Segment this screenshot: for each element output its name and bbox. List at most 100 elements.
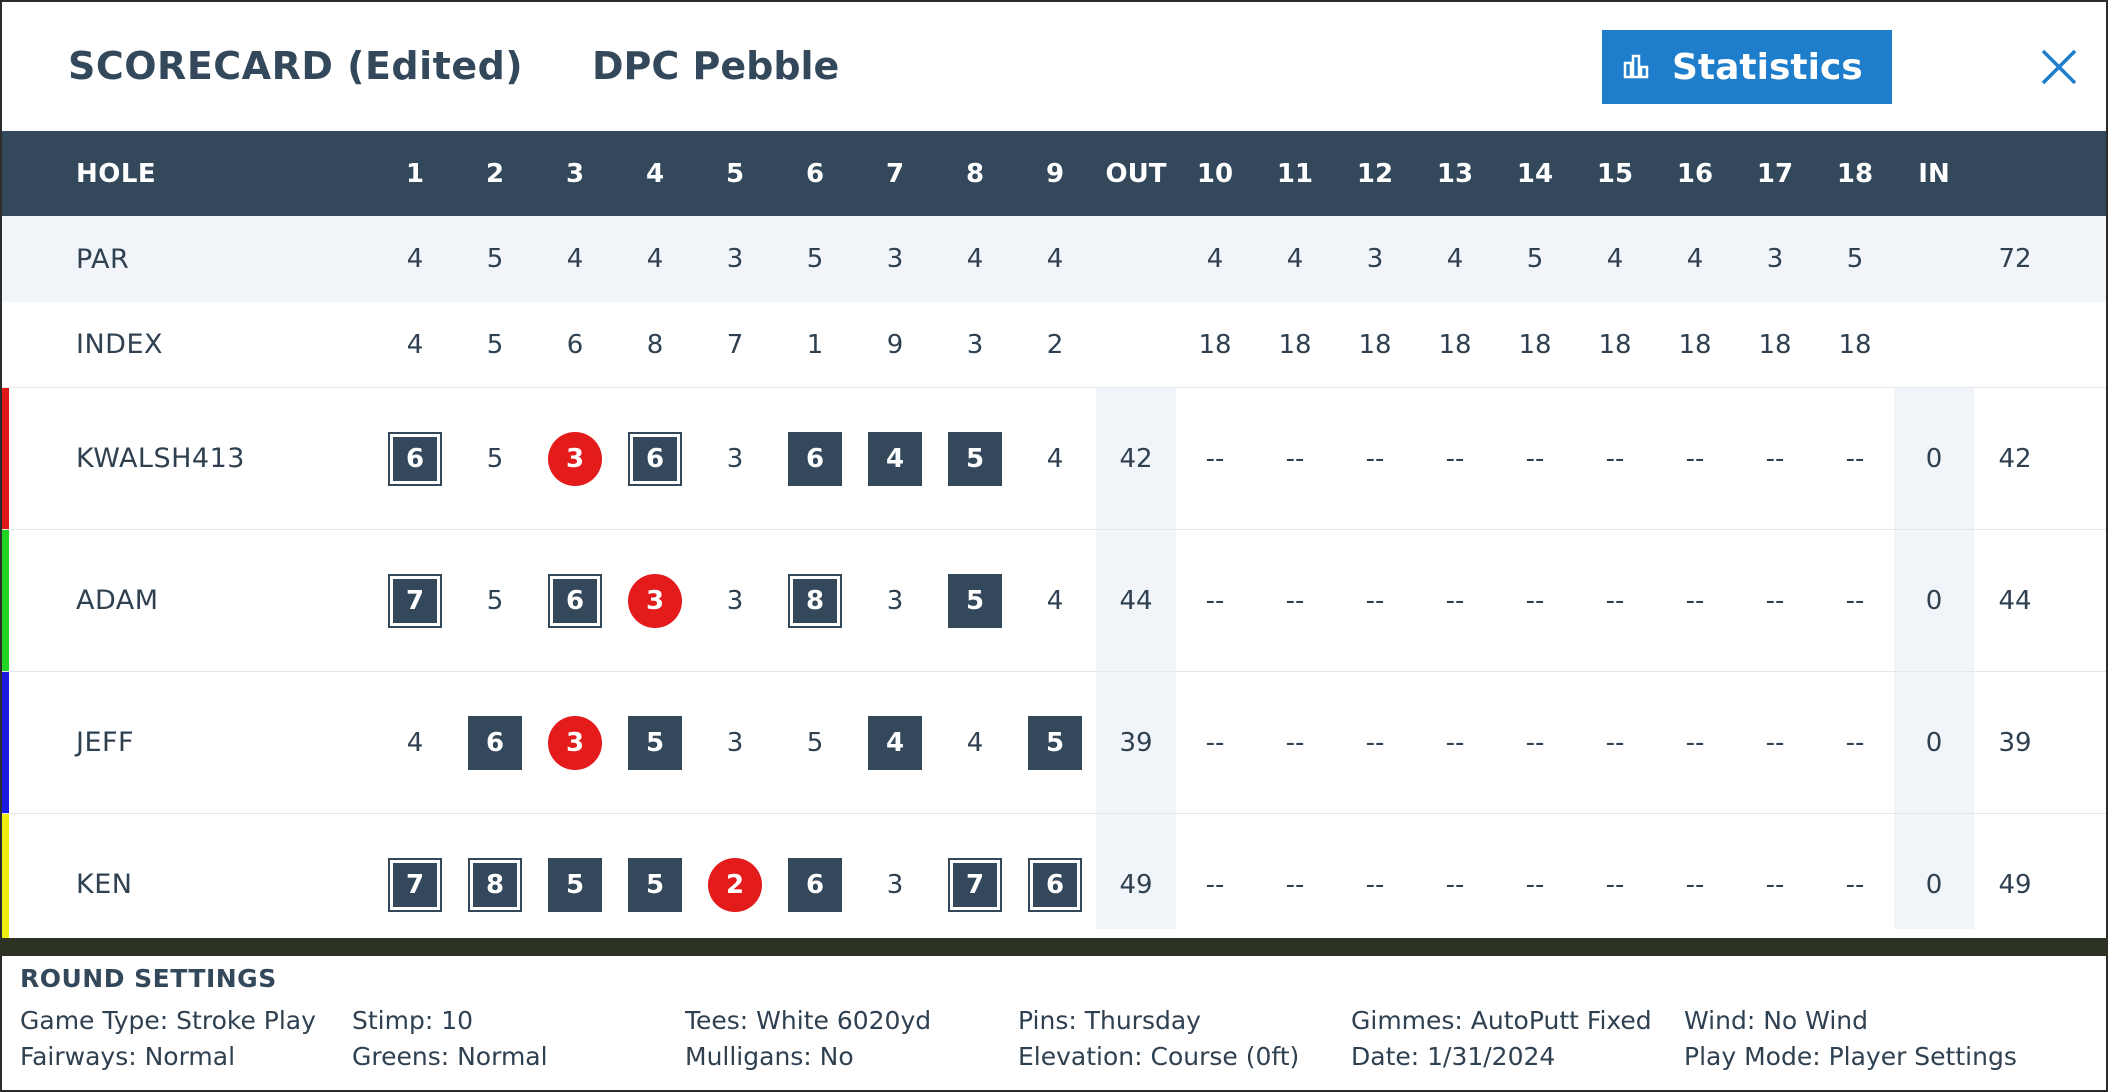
score-cell[interactable]: 5 [935,388,1015,529]
par-value: 4 [1206,244,1224,274]
score-cell[interactable]: 6 [1015,814,1095,955]
score-cell[interactable]: 0 [1894,814,1974,955]
score-cell[interactable]: 4 [935,672,1015,813]
score-cell[interactable]: -- [1415,814,1495,955]
score-cell[interactable]: 3 [695,388,775,529]
score-cell[interactable]: 6 [775,388,855,529]
index-value: 4 [406,329,424,360]
index-value: 18 [1758,329,1792,360]
score-cell[interactable]: 39 [1975,672,2055,813]
score-cell[interactable]: 3 [535,672,615,813]
score-cell[interactable]: -- [1575,530,1655,671]
score-cell[interactable]: 5 [455,388,535,529]
score-cell[interactable]: 0 [1894,388,1974,529]
index-value: 18 [1518,329,1552,360]
score-cell[interactable]: -- [1655,814,1735,955]
score-cell[interactable]: -- [1495,388,1575,529]
score-cell[interactable]: 6 [455,672,535,813]
score-value: 0 [1925,869,1943,900]
score-cell[interactable]: 5 [1015,672,1095,813]
score-cell[interactable]: 5 [535,814,615,955]
score-cell[interactable]: 49 [1975,814,2055,955]
score-cell[interactable]: -- [1815,388,1895,529]
score-cell[interactable]: 3 [855,814,935,955]
score-cell[interactable]: -- [1415,530,1495,671]
score-cell[interactable]: -- [1255,530,1335,671]
score-cell[interactable]: 7 [375,814,455,955]
score-cell[interactable]: 3 [695,672,775,813]
hole-number: 10 [1196,158,1234,189]
score-cell[interactable]: 6 [615,388,695,529]
score-cell[interactable]: 3 [855,530,935,671]
score-cell[interactable]: 44 [1975,530,2055,671]
score-cell[interactable]: 39 [1096,672,1176,813]
score-cell[interactable]: -- [1735,814,1815,955]
score-cell[interactable]: 3 [695,530,775,671]
score-cell[interactable]: 5 [615,672,695,813]
score-cell[interactable]: -- [1335,672,1415,813]
score-cell[interactable]: 7 [375,530,455,671]
score-cell[interactable]: -- [1255,814,1335,955]
score-cell[interactable]: -- [1735,530,1815,671]
close-icon[interactable] [2038,46,2080,88]
score-cell[interactable]: -- [1735,672,1815,813]
score-cell[interactable]: 5 [455,530,535,671]
score-cell[interactable]: -- [1735,388,1815,529]
score-cell[interactable]: -- [1655,672,1735,813]
score-cell[interactable]: 5 [775,672,855,813]
score-cell[interactable]: -- [1335,814,1415,955]
statistics-button[interactable]: Statistics [1602,30,1892,104]
score-cell[interactable]: 0 [1894,530,1974,671]
score-cell[interactable]: 3 [615,530,695,671]
index-value: 18 [1198,329,1232,360]
score-cell[interactable]: 7 [935,814,1015,955]
score-cell[interactable]: -- [1815,814,1895,955]
score-cell[interactable]: 5 [615,814,695,955]
score-cell[interactable]: -- [1495,672,1575,813]
score-cell[interactable]: -- [1575,672,1655,813]
score-cell[interactable]: -- [1175,814,1255,955]
score-cell[interactable]: 4 [1015,530,1095,671]
score-cell[interactable]: -- [1175,672,1255,813]
score-cell[interactable]: 5 [935,530,1015,671]
score-cell[interactable]: 3 [535,388,615,529]
score-cell[interactable]: 6 [375,388,455,529]
score-cell[interactable]: -- [1335,388,1415,529]
score-cell[interactable]: 0 [1894,672,1974,813]
score-cell[interactable]: -- [1575,814,1655,955]
score-cell[interactable]: 6 [535,530,615,671]
score-cell[interactable]: 4 [855,672,935,813]
score-cell[interactable]: 4 [375,672,455,813]
score-cell[interactable]: -- [1175,388,1255,529]
score-cell[interactable]: -- [1655,388,1735,529]
score-cell[interactable]: -- [1415,388,1495,529]
score-cell[interactable]: -- [1255,388,1335,529]
score-cell[interactable]: -- [1495,814,1575,955]
score-cell[interactable]: 4 [855,388,935,529]
score-cell[interactable]: 42 [1975,388,2055,529]
score-cell[interactable]: 42 [1096,388,1176,529]
score-cell[interactable]: -- [1255,672,1335,813]
index-value [1096,302,1176,387]
hole-number: 11 [1276,158,1314,189]
index-value [1894,302,1974,387]
score-cell[interactable]: 44 [1096,530,1176,671]
score-cell[interactable]: -- [1175,530,1255,671]
score-value: 49 [1119,869,1153,900]
score-cell[interactable]: -- [1495,530,1575,671]
score-cell[interactable]: 49 [1096,814,1176,955]
round-setting-item: Game Type: Stroke Play [20,1006,316,1035]
score-cell[interactable]: -- [1815,672,1895,813]
score-cell[interactable]: -- [1815,530,1895,671]
score-cell[interactable]: -- [1415,672,1495,813]
par-value: 72 [1998,244,2032,274]
score-cell[interactable]: 8 [455,814,535,955]
score-cell[interactable]: 4 [1015,388,1095,529]
score-cell[interactable]: 6 [775,814,855,955]
par-value: 4 [1686,244,1704,274]
score-cell[interactable]: -- [1335,530,1415,671]
score-cell[interactable]: 8 [775,530,855,671]
score-cell[interactable]: 2 [695,814,775,955]
score-cell[interactable]: -- [1575,388,1655,529]
score-cell[interactable]: -- [1655,530,1735,671]
